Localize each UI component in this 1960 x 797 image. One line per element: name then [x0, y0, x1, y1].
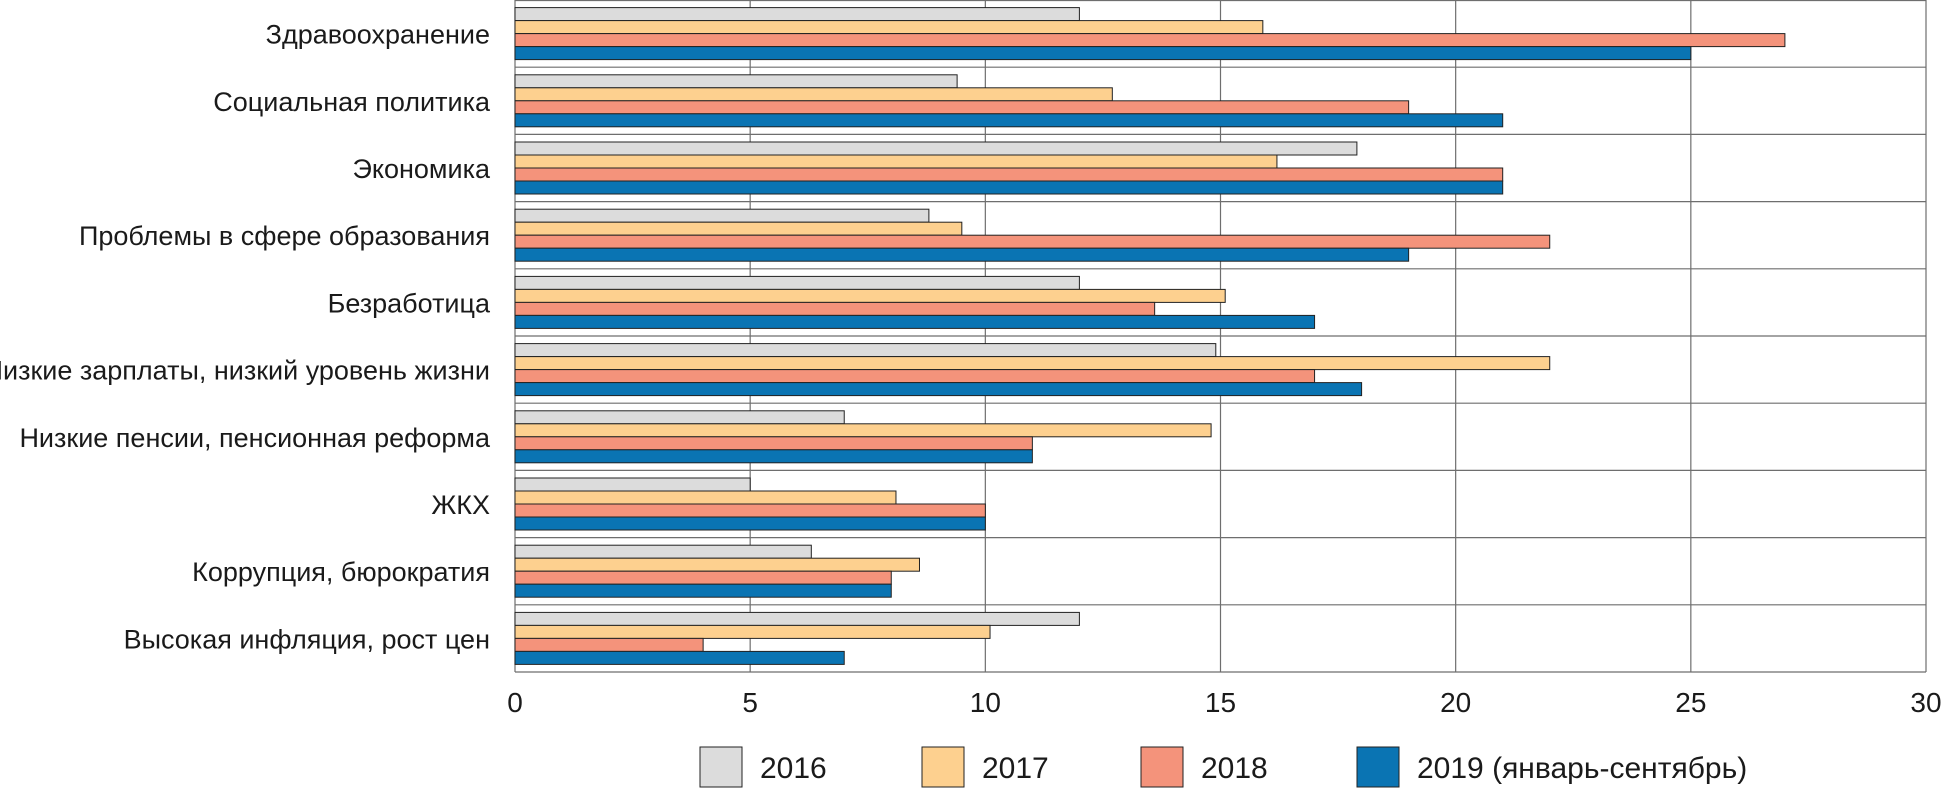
- bar: [514, 382, 1363, 397]
- category-label: Низкие зарплаты, низкий уровень жизни: [0, 356, 490, 386]
- legend-swatch: [699, 746, 743, 788]
- bar: [514, 275, 1080, 290]
- bars: [514, 7, 1786, 665]
- bar: [514, 369, 1316, 384]
- category-label: Низкие пенсии, пенсионная реформа: [19, 423, 491, 453]
- bar: [514, 221, 963, 236]
- bar: [514, 314, 1316, 329]
- bar: [514, 141, 1358, 156]
- bar: [514, 154, 1278, 169]
- tick-label: 0: [507, 687, 523, 718]
- category-label: Проблемы в сфере образования: [79, 221, 490, 251]
- bar: [514, 33, 1786, 48]
- bar: [514, 208, 930, 223]
- bar: [514, 516, 986, 531]
- category-label: Безработица: [328, 288, 491, 318]
- bar: [514, 410, 845, 425]
- bar: [514, 624, 991, 639]
- bar: [514, 180, 1504, 195]
- bar: [514, 650, 845, 665]
- bar: [514, 637, 704, 652]
- category-label: Высокая инфляция, рост цен: [124, 624, 490, 654]
- bar: [514, 583, 892, 598]
- bar: [514, 100, 1410, 115]
- legend-label: 2017: [982, 752, 1049, 785]
- bar: [514, 343, 1217, 358]
- bar: [514, 477, 751, 492]
- tick-label: 25: [1675, 687, 1706, 718]
- bar: [514, 356, 1551, 371]
- tick-label: 10: [970, 687, 1001, 718]
- tick-label: 20: [1440, 687, 1471, 718]
- bar: [514, 557, 920, 572]
- legend: 2016 2017 2018 2019 (январь-сентябрь): [699, 746, 1747, 788]
- category-label: Коррупция, бюрократия: [192, 557, 490, 587]
- category-label: ЖКХ: [431, 490, 490, 520]
- bar: [514, 436, 1033, 451]
- bar: [514, 87, 1113, 102]
- bar: [514, 288, 1226, 303]
- legend-swatch: [1140, 746, 1184, 788]
- bar: [514, 247, 1410, 262]
- bar: [514, 167, 1504, 182]
- category-label: Экономика: [352, 154, 491, 184]
- category-label: Социальная политика: [213, 87, 491, 117]
- category-labels: Здравоохранение Социальная политика Эконом…: [0, 20, 491, 655]
- bar: [514, 234, 1551, 249]
- bar: [514, 570, 892, 585]
- legend-swatch: [921, 746, 965, 788]
- bar: [514, 20, 1264, 35]
- legend-label: 2018: [1201, 752, 1268, 785]
- bar: [514, 423, 1212, 438]
- bar: [514, 503, 986, 518]
- bar: [514, 74, 958, 89]
- bar: [514, 301, 1156, 316]
- bar: [514, 611, 1080, 626]
- bar: [514, 544, 812, 559]
- bar: [514, 46, 1692, 61]
- tick-label: 5: [742, 687, 758, 718]
- bar: [514, 490, 897, 505]
- bar: [514, 449, 1033, 464]
- bar: [514, 7, 1080, 22]
- legend-label: 2019 (январь-сентябрь): [1417, 752, 1747, 785]
- legend-label: 2016: [760, 752, 827, 785]
- legend-swatch: [1356, 746, 1400, 788]
- bar: [514, 113, 1504, 128]
- category-label: Здравоохранение: [266, 20, 490, 50]
- x-axis-tick-labels: 0 5 10 15 20 25 30: [507, 687, 1941, 718]
- tick-label: 15: [1205, 687, 1236, 718]
- tick-label: 30: [1910, 687, 1941, 718]
